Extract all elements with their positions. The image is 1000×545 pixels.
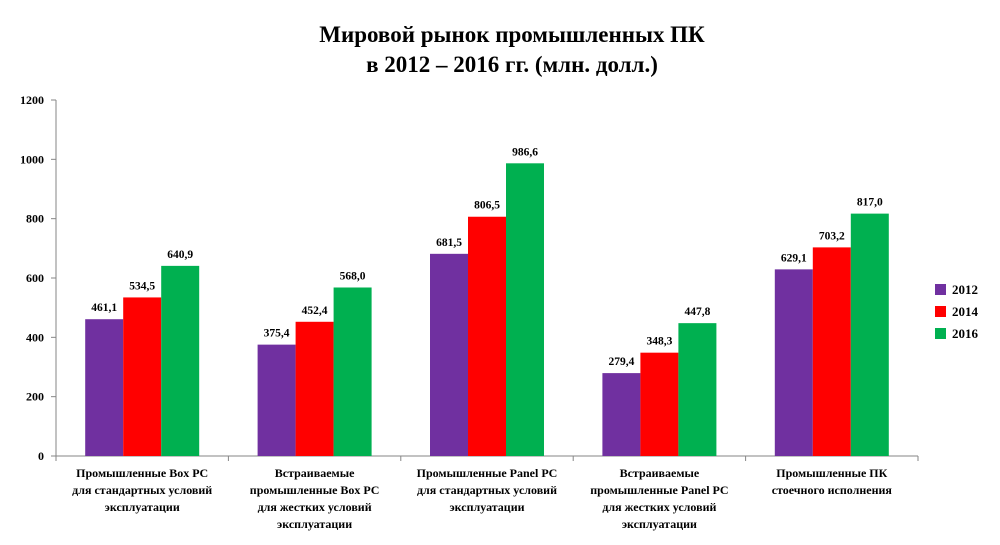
data-label: 806,5 (474, 200, 500, 212)
data-label: 568,0 (340, 270, 366, 282)
y-tick-label: 600 (26, 271, 44, 285)
bar-2016 (850, 213, 889, 456)
legend-label: 2016 (952, 326, 979, 341)
bar-2014 (295, 321, 334, 456)
data-label: 629,1 (781, 252, 807, 264)
bar-2016 (333, 287, 372, 456)
y-tick-label: 400 (26, 330, 44, 344)
bar-2014 (812, 247, 851, 456)
category-label: стоечного исполнения (772, 483, 893, 497)
bar-2016 (506, 163, 544, 457)
category-label: эксплуатации (105, 500, 180, 514)
bar-2016 (161, 265, 200, 456)
data-label: 279,4 (608, 356, 634, 368)
chart-title-line: Мировой рынок промышленных ПК (319, 22, 705, 47)
y-tick-label: 800 (26, 212, 44, 226)
category-label: для стандартных условий (417, 483, 557, 497)
bars (85, 163, 889, 457)
bar-2012 (257, 344, 296, 456)
data-label: 452,4 (302, 305, 328, 317)
x-axis (55, 455, 919, 461)
legend: 2012 2014 2016 (935, 282, 979, 341)
data-labels: 461,1 534,5 640,9 375,4 452,4 568,0 681,5 806,5… (91, 146, 883, 368)
data-label: 461,1 (91, 302, 117, 314)
bar-2014 (640, 352, 679, 456)
bar-2012 (85, 319, 124, 456)
data-label: 681,5 (436, 237, 462, 249)
category-label: Промышленные Panel PC (417, 466, 558, 480)
y-tick-label: 200 (26, 390, 44, 404)
category-label: эксплуатации (277, 517, 352, 531)
y-axis: 0 200 400 600 800 1000 1200 (20, 93, 57, 463)
chart-title-line: в 2012 – 2016 гг. (млн. долл.) (366, 52, 658, 77)
legend-label: 2014 (952, 304, 979, 319)
category-label: Промышленные Box PC (76, 466, 208, 480)
category-label: промышленные Panel PC (590, 483, 728, 497)
bar-2014 (468, 216, 506, 456)
data-label: 986,6 (512, 146, 538, 158)
category-label: эксплуатации (449, 500, 524, 514)
y-tick-label: 1000 (20, 152, 44, 166)
data-label: 375,4 (264, 328, 290, 340)
legend-swatch-2012 (935, 284, 946, 295)
category-label: для жестких условий (258, 500, 372, 514)
category-labels: Промышленные Box PC для стандартных услов… (72, 466, 892, 531)
category-label: для жестких условий (602, 500, 716, 514)
legend-swatch-2014 (935, 306, 946, 317)
category-label: для стандартных условий (72, 483, 212, 497)
category-label: Промышленные ПК (776, 466, 887, 480)
data-label: 703,2 (819, 230, 845, 242)
bar-2012 (602, 373, 641, 456)
data-label: 640,9 (167, 249, 193, 261)
data-label: 447,8 (684, 306, 710, 318)
bar-2016 (678, 323, 717, 456)
data-label: 534,5 (129, 280, 155, 292)
category-label: эксплуатации (622, 517, 697, 531)
y-tick-label: 1200 (20, 93, 44, 107)
legend-swatch-2016 (935, 328, 946, 339)
category-label: Встраиваемые (275, 466, 355, 480)
legend-label: 2012 (952, 282, 978, 297)
chart-title: Мировой рынок промышленных ПК в 2012 – 20… (319, 22, 705, 77)
data-label: 817,0 (857, 197, 883, 209)
y-tick-label: 0 (38, 449, 44, 463)
category-label: Встраиваемые (620, 466, 700, 480)
bar-2012 (430, 253, 468, 456)
data-label: 348,3 (646, 336, 672, 348)
bar-2014 (123, 297, 162, 456)
bar-2012 (774, 269, 813, 456)
category-label: промышленные Box PC (250, 483, 380, 497)
